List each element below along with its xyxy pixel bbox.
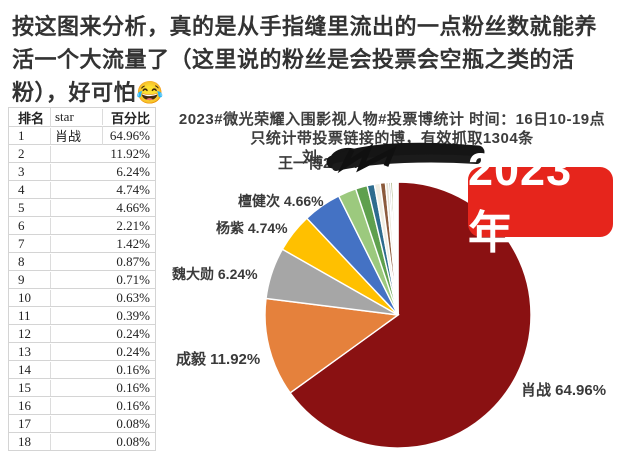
- pie-label: 2%: [388, 151, 407, 166]
- cell-rank: 17: [9, 415, 51, 432]
- cell-rank: 5: [9, 199, 51, 216]
- ranking-table: 排名 star 百分比 1 肖战 64.96% 2 11.92% 3 6.24% 4 4.74%…: [8, 107, 156, 451]
- cell-percent: 0.16%: [116, 361, 150, 377]
- cell-rank: 1: [9, 127, 51, 144]
- cell-percent: 0.71%: [116, 271, 150, 287]
- pie-label: 杨紫 4.74%: [216, 220, 288, 236]
- table-row: 11 0.39%: [9, 307, 155, 325]
- pie-label: 檀健次 4.66%: [238, 193, 324, 209]
- cell-rank: 4: [9, 181, 51, 198]
- cell-rank: 6: [9, 217, 51, 234]
- cell-rank: 14: [9, 361, 51, 378]
- cell-rank: 11: [9, 307, 51, 324]
- post-text-line1: 按这图来分析，真的是从手指缝里流出的一点粉丝数就能养: [12, 14, 598, 39]
- table-row: 7 1.42%: [9, 235, 155, 253]
- cell-rank: 16: [9, 397, 51, 414]
- pie-label: 魏大勋 6.24%: [172, 266, 258, 282]
- table-row: 17 0.08%: [9, 415, 155, 433]
- table-row: 6 2.21%: [9, 217, 155, 235]
- cell-percent: 64.96%: [109, 127, 150, 143]
- cell-percent: 4.66%: [116, 199, 150, 215]
- table-row: 1 肖战 64.96%: [9, 126, 155, 145]
- chart-title-line2: 只统计带投票链接的博，有效抓取1304条: [250, 130, 534, 147]
- cell-rank: 9: [9, 271, 51, 288]
- table-row: 5 4.66%: [9, 199, 155, 217]
- post-text-line2: 活一个大流量了（这里说的粉丝是会投票会空瓶之类的活: [12, 47, 575, 72]
- table-row: 3 6.24%: [9, 163, 155, 181]
- table-row: 8 0.87%: [9, 253, 155, 271]
- cell-percent: 0.39%: [116, 307, 150, 323]
- pie-label: 刘: [302, 149, 318, 166]
- cell-percent: 0.24%: [116, 325, 150, 341]
- cell-percent: 6.24%: [116, 163, 150, 179]
- table-row: 12 0.24%: [9, 325, 155, 343]
- cell-rank: 15: [9, 379, 51, 396]
- table-row: 10 0.63%: [9, 289, 155, 307]
- table-row: 18 0.08%: [9, 433, 155, 451]
- header-star: star: [51, 109, 103, 125]
- header-percent: 百分比: [110, 110, 150, 126]
- pie-label: 肖战 64.96%: [521, 382, 607, 399]
- table-row: 13 0.24%: [9, 343, 155, 361]
- cell-rank: 13: [9, 343, 51, 360]
- cell-percent: 1.42%: [116, 235, 150, 251]
- chart-title: 2023#微光荣耀入围影视人物#投票博统计 时间：16日10-19点 只统计带投…: [156, 110, 628, 148]
- table-row: 14 0.16%: [9, 361, 155, 379]
- cell-percent: 0.16%: [116, 397, 150, 413]
- chart-title-line1: 2023#微光荣耀入围影视人物#投票博统计 时间：16日10-19点: [178, 111, 606, 128]
- cell-rank: 10: [9, 289, 51, 306]
- cell-percent: 0.63%: [116, 289, 150, 305]
- post-text-line3: 粉），好可怕😂: [12, 80, 164, 105]
- pie-label: 王一博2.21%: [278, 155, 366, 172]
- cell-rank: 8: [9, 253, 51, 270]
- cell-rank: 12: [9, 325, 51, 342]
- table-header-row: 排名 star 百分比: [9, 107, 155, 127]
- header-rank: 排名: [9, 107, 51, 127]
- cell-percent: 0.24%: [116, 343, 150, 359]
- cell-star: 肖战: [51, 126, 103, 145]
- year-badge: 2023年: [468, 144, 613, 258]
- cell-percent: 0.08%: [116, 415, 150, 431]
- table-row: 15 0.16%: [9, 379, 155, 397]
- cell-percent: 0.87%: [116, 253, 150, 269]
- table-row: 4 4.74%: [9, 181, 155, 199]
- cell-rank: 2: [9, 145, 51, 162]
- cell-rank: 7: [9, 235, 51, 252]
- pie-slice-unnamed: [396, 181, 399, 316]
- table-body: 1 肖战 64.96% 2 11.92% 3 6.24% 4 4.74% 5 4.66% 6 2.21%…: [9, 126, 155, 451]
- table-row: 16 0.16%: [9, 397, 155, 415]
- cell-percent: 2.21%: [116, 217, 150, 233]
- cell-percent: 0.08%: [116, 433, 150, 449]
- pie-slice-成毅: [264, 297, 400, 394]
- pie-label: 成毅 11.92%: [176, 351, 261, 368]
- cell-percent: 11.92%: [110, 145, 150, 161]
- cell-percent: 0.16%: [116, 379, 150, 395]
- table-row: 9 0.71%: [9, 271, 155, 289]
- cell-rank: 18: [9, 433, 51, 450]
- post-text: 按这图来分析，真的是从手指缝里流出的一点粉丝数就能养 活一个大流量了（这里说的粉…: [12, 10, 632, 109]
- cell-rank: 3: [9, 163, 51, 180]
- cell-percent: 4.74%: [116, 181, 150, 197]
- table-row: 2 11.92%: [9, 145, 155, 163]
